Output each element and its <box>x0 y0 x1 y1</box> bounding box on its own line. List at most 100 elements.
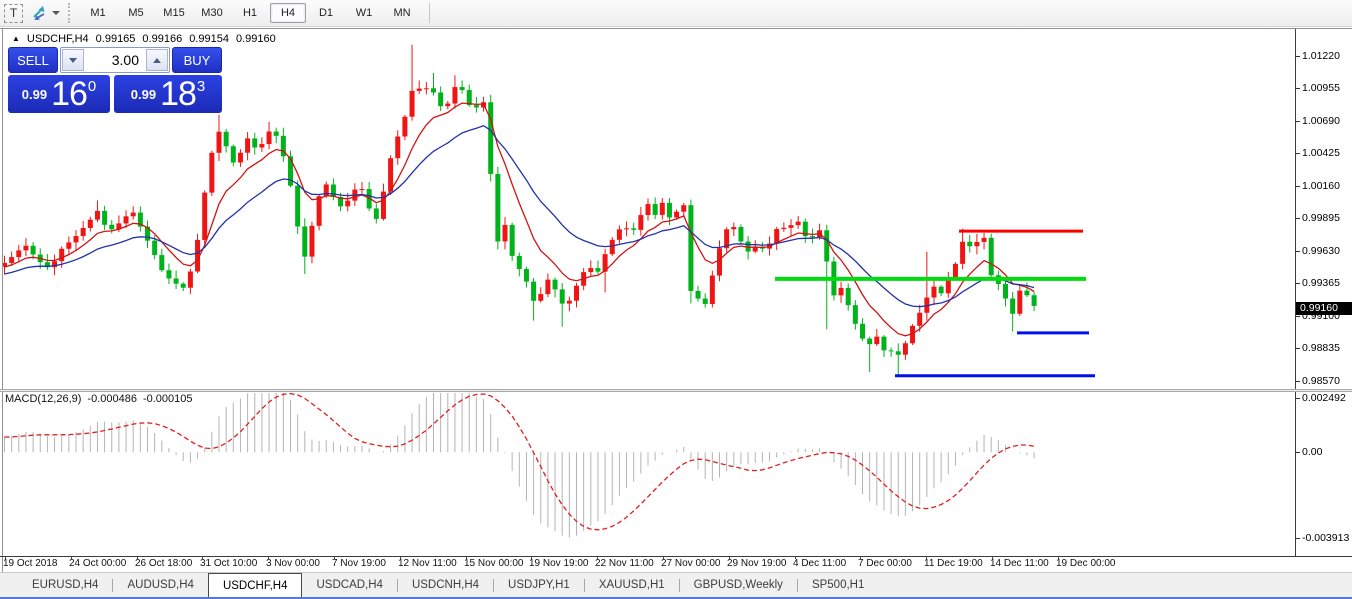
time-axis-label: 7 Nov 19:00 <box>332 558 386 569</box>
macd-signal-value: -0.000105 <box>142 393 193 405</box>
time-axis-label: 19 Dec 00:00 <box>1056 558 1116 569</box>
time-axis-tick <box>202 556 203 559</box>
ohlc-low: 0.99154 <box>189 33 229 45</box>
pane-separator[interactable] <box>0 389 1352 392</box>
arrows-dropdown-caret[interactable] <box>52 11 60 15</box>
tab-sp500-h1[interactable]: SP500,H1 <box>811 579 865 591</box>
price-axis-label: 1.00160 <box>1302 180 1340 192</box>
toolbar-grip[interactable] <box>68 3 74 23</box>
tab-usdcnh-h4[interactable]: USDCNH,H4 <box>411 579 480 591</box>
price-axis-tick <box>1295 88 1300 89</box>
timeframe-h4[interactable]: H4 <box>270 3 306 23</box>
timeframe-d1[interactable]: D1 <box>318 7 334 19</box>
time-axis-tick <box>860 556 861 559</box>
timeframe-mn[interactable]: MN <box>393 7 411 19</box>
sell-price-big: 16 <box>51 75 88 113</box>
price-axis-label: 1.00955 <box>1302 82 1340 94</box>
time-axis-label: 19 Nov 19:00 <box>529 558 589 569</box>
tab-usdcad-h4[interactable]: USDCAD,H4 <box>316 579 383 591</box>
sell-price-prefix: 0.99 <box>21 87 48 102</box>
time-axis-tick <box>400 556 401 559</box>
tab-separator <box>583 578 585 592</box>
ma-fast-line <box>4 102 1035 337</box>
timeframe-m1[interactable]: M1 <box>90 7 106 19</box>
chart-top-border <box>0 28 1352 29</box>
time-axis-label: 3 Nov 00:00 <box>266 558 320 569</box>
tab-eurusd-h4[interactable]: EURUSD,H4 <box>32 579 99 591</box>
buy-price-display[interactable]: 0.99 18 3 <box>114 75 222 113</box>
time-axis-tick <box>926 556 927 559</box>
price-axis-tick <box>1295 218 1300 219</box>
macd-signal-line <box>4 392 1035 531</box>
buy-price-big: 18 <box>160 75 197 113</box>
time-axis-tick <box>1058 556 1059 559</box>
time-axis-label: 24 Oct 00:00 <box>69 558 127 569</box>
volume-value[interactable]: 3.00 <box>111 52 139 68</box>
macd-axis-tick <box>1295 538 1300 539</box>
time-axis-tick <box>992 556 993 559</box>
tab-gbpusd-weekly[interactable]: GBPUSD,Weekly <box>693 579 783 591</box>
sell-button[interactable]: SELL <box>8 47 58 73</box>
time-axis-label: 7 Dec 00:00 <box>858 558 912 569</box>
price-axis-tick <box>1295 121 1300 122</box>
time-axis-tick <box>334 556 335 559</box>
toolbar-separator <box>429 3 430 23</box>
arrow-down-icon <box>69 57 77 63</box>
timeframe-m30[interactable]: M30 <box>201 7 223 19</box>
volume-decrease-button[interactable] <box>62 49 84 71</box>
price-axis-label: 0.99895 <box>1302 212 1340 224</box>
buy-button[interactable]: BUY <box>172 47 222 73</box>
tab-usdjpy-h1[interactable]: USDJPY,H1 <box>508 579 570 591</box>
time-axis-tick <box>137 556 138 559</box>
timeframe-w1[interactable]: W1 <box>355 7 373 19</box>
time-axis-tick <box>795 556 796 559</box>
chart-tab-bar: EURUSD,H4 AUDUSD,H4 USDCHF,H4 USDCAD,H4 USDC… <box>0 572 1352 597</box>
timeframe-h1[interactable]: H1 <box>242 7 258 19</box>
tab-xauusd-h1[interactable]: XAUUSD,H1 <box>598 579 665 591</box>
chart-ohlc-header: ▲ USDCHF,H4 0.99165 0.99166 0.99154 0.99… <box>12 33 276 45</box>
candles-group <box>3 44 1037 376</box>
time-axis-label: 4 Dec 11:00 <box>793 558 847 569</box>
macd-axis-tick <box>1295 398 1300 399</box>
time-axis-label: 11 Dec 19:00 <box>924 558 983 569</box>
macd-histogram <box>4 393 1035 538</box>
tab-separator <box>678 578 680 592</box>
timeframe-toolbar: M1 M5 M15 M30 H1 H4 D1 W1 MN <box>79 3 421 23</box>
arrows-tool-button[interactable] <box>30 4 48 22</box>
chart-left-border <box>2 28 3 572</box>
time-axis-tick <box>531 556 532 559</box>
time-axis-label: 15 Nov 00:00 <box>464 558 524 569</box>
tab-usdchf-h4[interactable]: USDCHF,H4 <box>207 573 303 597</box>
time-axis-tick <box>466 556 467 559</box>
ohlc-high: 0.99166 <box>142 33 183 45</box>
tab-separator <box>796 578 798 592</box>
macd-axis-label: 0.002492 <box>1302 392 1346 404</box>
ma-slow-line <box>4 124 1035 308</box>
macd-indicator-label: MACD(12,26,9) -0.000486 -0.000105 <box>5 393 193 405</box>
text-tool-button[interactable]: T <box>4 3 23 23</box>
arrow-up-icon <box>153 57 161 63</box>
timeframe-m5[interactable]: M5 <box>128 7 144 19</box>
ohlc-close: 0.99160 <box>235 33 276 45</box>
volume-increase-button[interactable] <box>146 49 168 71</box>
price-axis-tick <box>1295 153 1300 154</box>
main-toolbar: T M1 M5 M15 M30 H1 H4 D1 W1 MN <box>0 0 1352 27</box>
volume-stepper: 3.00 <box>60 47 170 73</box>
sell-price-display[interactable]: 0.99 16 0 <box>8 75 110 113</box>
tab-audusd-h4[interactable]: AUDUSD,H4 <box>127 579 194 591</box>
time-axis-label: 22 Nov 11:00 <box>595 558 654 569</box>
macd-axis-label: -0.003913 <box>1302 532 1350 544</box>
time-axis-tick <box>71 556 72 559</box>
ohlc-open: 0.99165 <box>95 33 136 45</box>
sell-price-sup: 0 <box>87 78 97 95</box>
symbol-marker-icon: ▲ <box>12 33 20 43</box>
timeframe-m15[interactable]: M15 <box>163 7 185 19</box>
time-axis-tick <box>5 556 6 559</box>
time-axis-label: 12 Nov 11:00 <box>398 558 457 569</box>
time-axis-tick <box>729 556 730 559</box>
time-axis-label: 19 Oct 2018 <box>3 558 58 569</box>
tab-separator <box>493 578 495 592</box>
price-axis-line <box>1295 29 1296 556</box>
